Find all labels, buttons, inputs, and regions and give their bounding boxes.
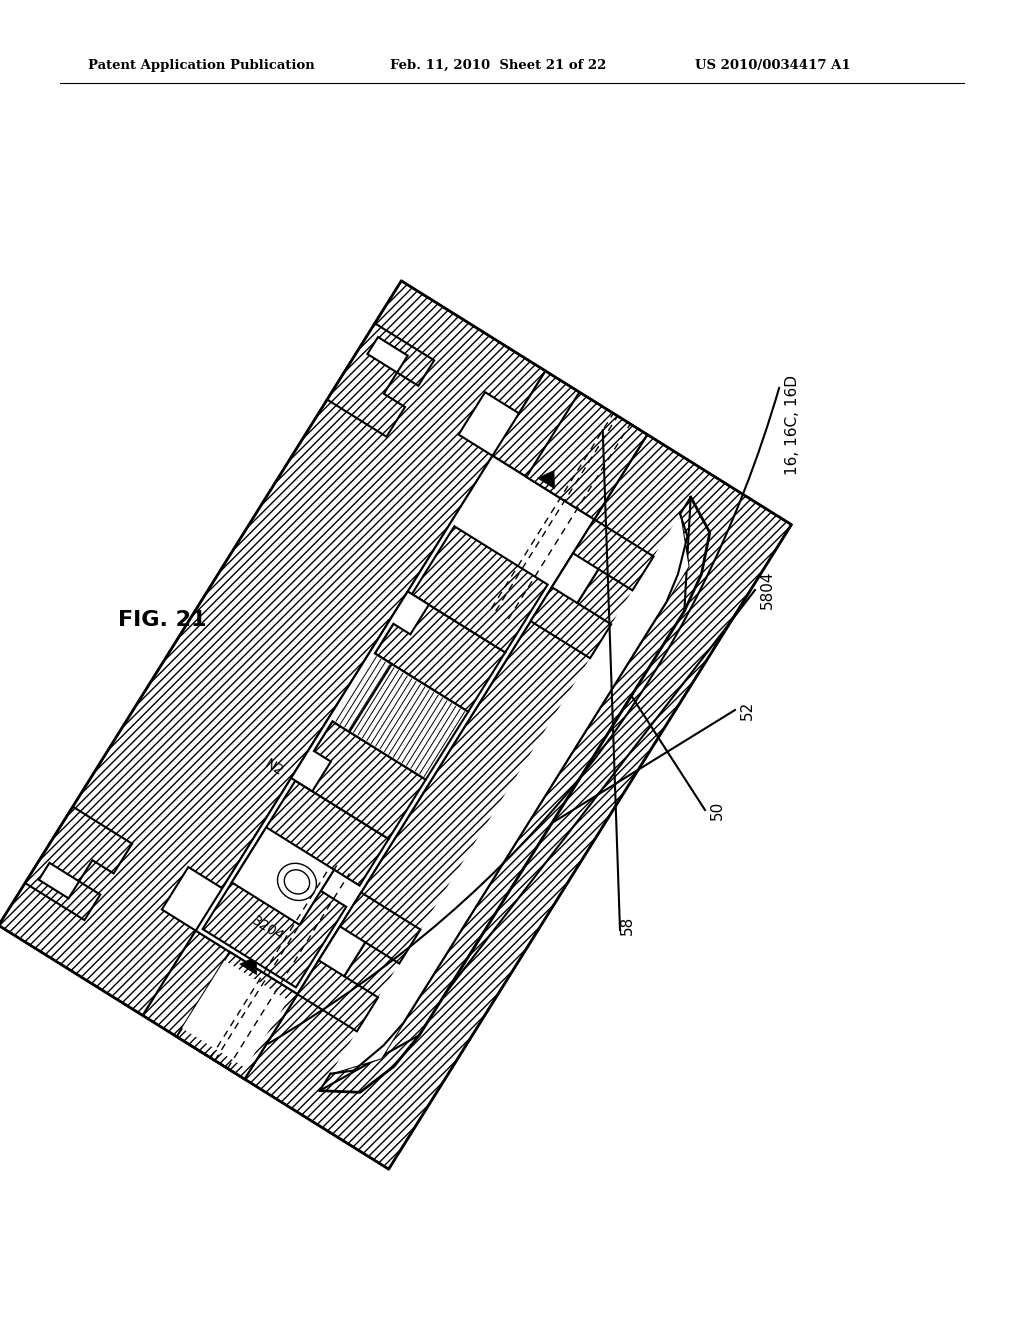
Polygon shape <box>0 281 546 1015</box>
Polygon shape <box>319 498 691 1090</box>
Polygon shape <box>538 471 555 488</box>
Polygon shape <box>552 553 598 603</box>
Polygon shape <box>39 863 79 899</box>
Polygon shape <box>245 434 792 1170</box>
Polygon shape <box>240 957 257 974</box>
Polygon shape <box>298 892 421 1031</box>
Polygon shape <box>25 807 132 920</box>
Polygon shape <box>412 527 548 652</box>
Polygon shape <box>327 323 434 437</box>
Text: FIG. 21: FIG. 21 <box>118 610 207 630</box>
Text: 16, 16C, 16D: 16, 16C, 16D <box>785 375 800 475</box>
Polygon shape <box>182 961 288 1068</box>
Polygon shape <box>291 591 429 791</box>
Polygon shape <box>231 828 334 925</box>
Polygon shape <box>203 780 389 987</box>
Text: Patent Application Publication: Patent Application Publication <box>88 58 314 71</box>
Text: 5804: 5804 <box>760 570 775 610</box>
Polygon shape <box>530 519 653 659</box>
Polygon shape <box>196 455 594 994</box>
Polygon shape <box>526 392 647 519</box>
Text: Feb. 11, 2010  Sheet 21 of 22: Feb. 11, 2010 Sheet 21 of 22 <box>390 58 606 71</box>
Polygon shape <box>331 513 688 1073</box>
Text: US 2010/0034417 A1: US 2010/0034417 A1 <box>695 58 851 71</box>
Polygon shape <box>333 653 468 780</box>
Text: N2: N2 <box>262 756 286 779</box>
Polygon shape <box>177 952 298 1078</box>
Polygon shape <box>318 927 366 977</box>
Text: 3204: 3204 <box>249 913 287 944</box>
Text: 58: 58 <box>620 915 635 935</box>
Polygon shape <box>142 931 298 1078</box>
Text: 50: 50 <box>710 800 725 820</box>
Text: 52: 52 <box>740 701 755 719</box>
Polygon shape <box>295 721 426 840</box>
Polygon shape <box>375 594 505 711</box>
Polygon shape <box>368 337 408 372</box>
Polygon shape <box>493 371 647 519</box>
